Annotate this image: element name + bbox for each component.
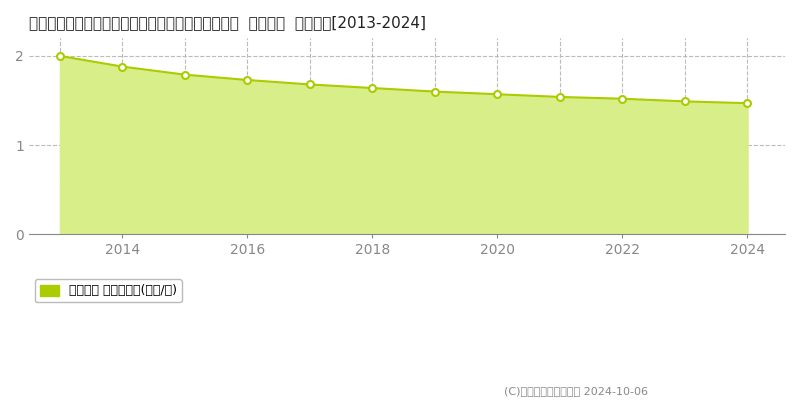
Text: 青森県東津軽郡外ヶ浜町字平舘根岸湯の沢２１５番  基準地価  地価推移[2013-2024]: 青森県東津軽郡外ヶ浜町字平舘根岸湯の沢２１５番 基準地価 地価推移[2013-2… (29, 15, 426, 30)
Text: (C)土地価格ドットコム 2024-10-06: (C)土地価格ドットコム 2024-10-06 (504, 386, 648, 396)
Legend: 基準地価 平均坪単価(万円/坪): 基準地価 平均坪単価(万円/坪) (35, 280, 182, 302)
